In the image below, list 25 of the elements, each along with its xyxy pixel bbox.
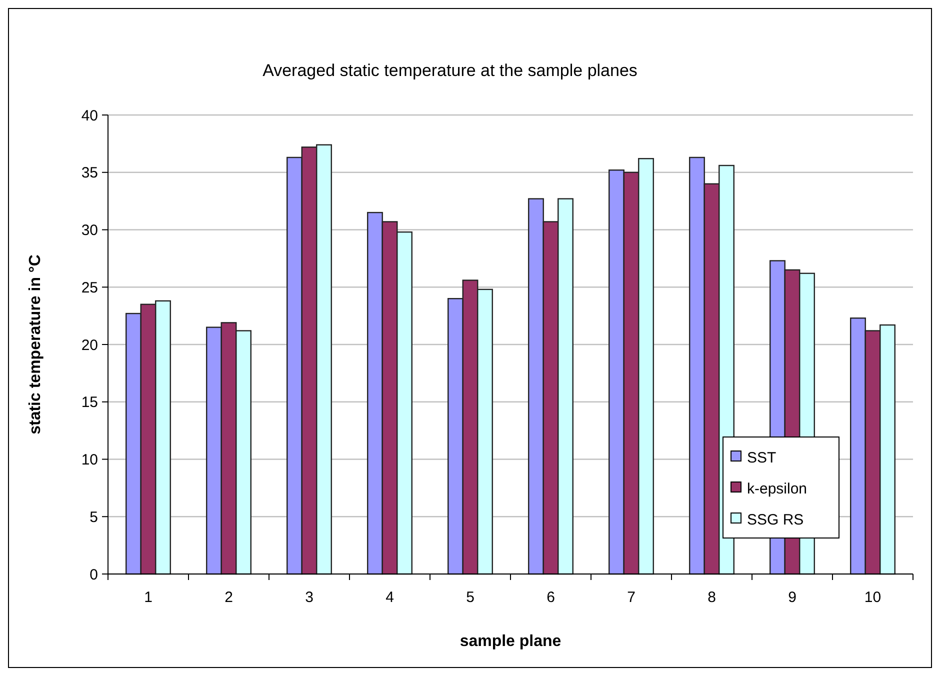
y-tick-label: 30 (81, 222, 98, 239)
y-tick-label: 10 (81, 452, 98, 468)
chart-title: Averaged static temperature at the sample planes (262, 61, 638, 80)
legend-label: SST (747, 449, 776, 466)
x-tick-label: 4 (386, 589, 394, 606)
y-tick-label: 20 (81, 336, 98, 354)
y-tick-label: 5 (90, 508, 98, 526)
x-tick-label: 3 (305, 589, 314, 606)
x-tick-label: 2 (224, 589, 233, 606)
x-axis-title: sample plane (460, 633, 562, 650)
legend-label: k-epsilon (747, 480, 808, 498)
y-axis-title: static temperature in °C (27, 254, 44, 434)
y-tick-label: 25 (81, 279, 98, 296)
x-tick-label: 9 (788, 589, 796, 606)
x-tick-label: 5 (466, 589, 474, 606)
y-tick-label: 35 (81, 164, 98, 182)
x-tick-label: 7 (627, 589, 636, 606)
legend-label: SSG RS (747, 511, 804, 528)
y-tick-label: 40 (81, 107, 98, 124)
y-tick-label: 0 (90, 566, 98, 584)
x-tick-label: 10 (864, 589, 882, 606)
y-tick-label: 15 (81, 394, 98, 412)
x-tick-label: 8 (708, 589, 716, 606)
x-tick-label: 1 (144, 589, 152, 606)
x-tick-label: 6 (546, 589, 555, 606)
